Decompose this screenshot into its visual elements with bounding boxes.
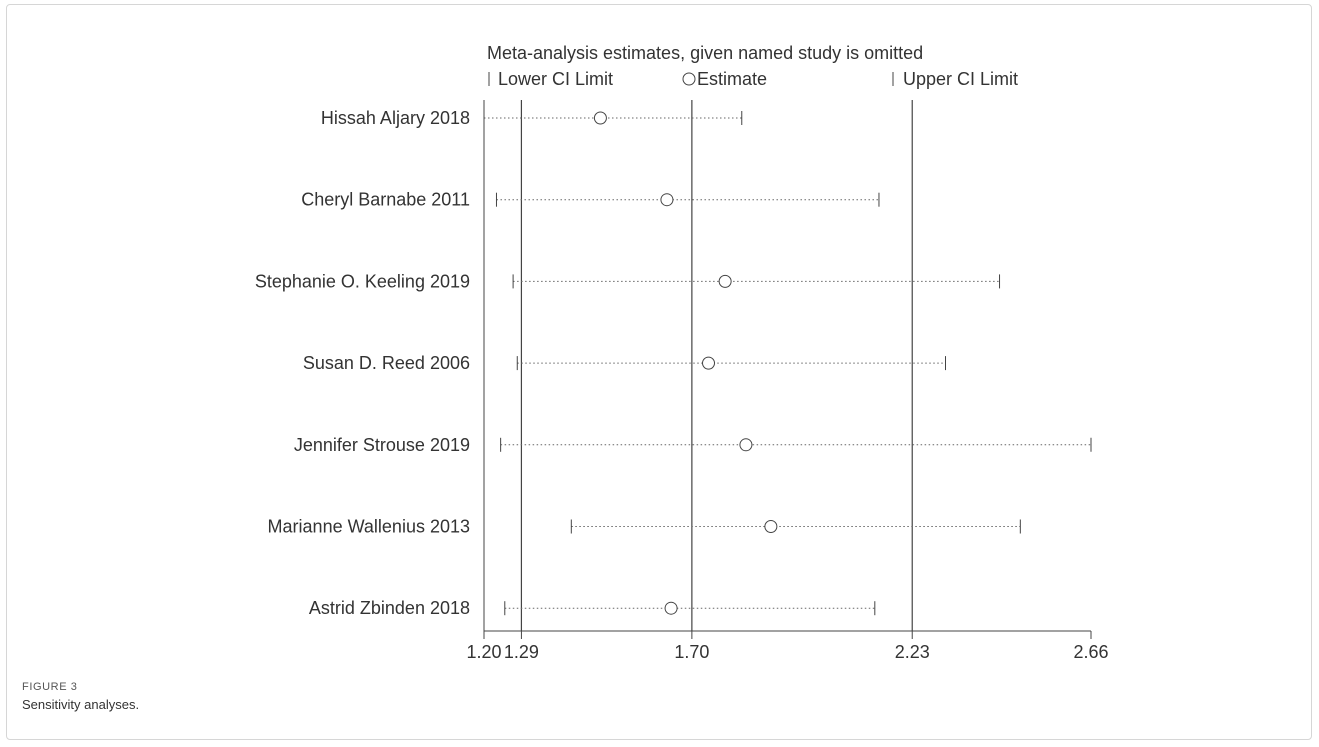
study-label: Hissah Aljary 2018	[321, 108, 470, 128]
estimate-point	[702, 356, 716, 370]
x-tick-label: 2.66	[1073, 642, 1108, 662]
x-tick-label: 2.23	[895, 642, 930, 662]
legend-upper-label: Upper CI Limit	[903, 69, 1018, 89]
study-label: Jennifer Strouse 2019	[294, 435, 470, 455]
chart-title: Meta-analysis estimates, given named stu…	[487, 43, 923, 63]
study-label: Stephanie O. Keeling 2019	[255, 271, 470, 291]
legend-estimate-mark	[682, 72, 696, 86]
x-tick-label: 1.29	[504, 642, 539, 662]
x-tick-label: 1.20	[466, 642, 501, 662]
estimate-point	[739, 438, 753, 452]
plot-area: 1.20 1.29 1.70 2.23 2.66 Hissah Aljary 2018 Ch…	[255, 100, 1109, 662]
figure-frame	[6, 4, 1312, 740]
estimate-point	[593, 111, 607, 125]
x-tick-label: 1.70	[674, 642, 709, 662]
study-label: Astrid Zbinden 2018	[309, 598, 470, 618]
legend-lower-label: Lower CI Limit	[498, 69, 613, 89]
study-label: Cheryl Barnabe 2011	[301, 190, 470, 210]
figure-label: FIGURE 3	[22, 681, 78, 693]
study-label: Marianne Wallenius 2013	[268, 517, 470, 537]
estimate-point	[664, 601, 678, 615]
study-label: Susan D. Reed 2006	[303, 353, 470, 373]
estimate-point	[660, 193, 674, 207]
legend: Lower CI Limit Estimate Upper CI Limit	[488, 69, 1018, 89]
legend-estimate-label: Estimate	[697, 69, 767, 89]
estimate-point	[718, 274, 732, 288]
figure-caption: Sensitivity analyses.	[22, 697, 140, 712]
estimate-point	[764, 520, 778, 533]
